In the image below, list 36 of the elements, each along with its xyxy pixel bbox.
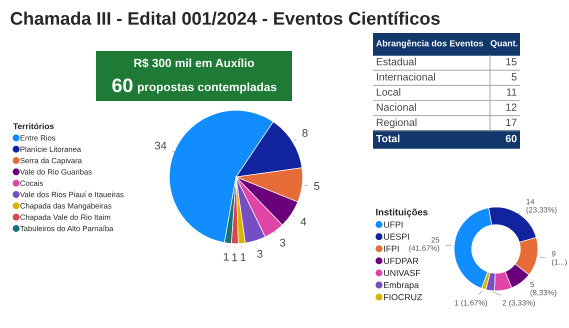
category-label: Local — [376, 88, 400, 96]
data-label: 34 — [154, 142, 166, 150]
legend-title: Instituições — [376, 208, 428, 218]
data-label: 1 — [240, 253, 246, 261]
legend-label: FIOCRUZ — [384, 294, 422, 300]
legend-label: UFDPAR — [384, 258, 418, 264]
legend-label: UFPI — [384, 222, 402, 228]
data-label: 3 — [280, 238, 286, 247]
data-label: 11 — [506, 88, 516, 96]
text: Quant. — [490, 40, 518, 48]
data-label: 8 — [302, 129, 308, 137]
legend-label: UNIVASF — [384, 270, 420, 276]
data-label: 1 — [232, 254, 238, 262]
text: Total — [376, 134, 400, 142]
legend-label: UESPI — [384, 234, 409, 240]
text: Abrangência dos Eventos — [376, 40, 484, 48]
category-label: Internacional — [376, 72, 435, 81]
data-label: 4 — [300, 218, 306, 226]
data-label: 15 — [506, 58, 517, 66]
text: 60 — [506, 134, 517, 142]
text: R$ 300 mil em Auxílio — [134, 58, 254, 68]
data-label: 1 — [224, 252, 229, 261]
category-label: Nacional — [376, 103, 416, 111]
legend-label: IFPI — [384, 246, 399, 252]
text: Chamada III - Edital 001/2024 - Eventos Científicos — [10, 11, 440, 26]
data-label: 3 — [257, 250, 262, 258]
text: propostas contempladas — [138, 82, 276, 94]
legend-label: Embrapa — [384, 282, 419, 290]
data-label: 17 — [506, 118, 516, 126]
data-label: 5 — [512, 73, 517, 81]
text: 60 — [112, 78, 132, 92]
legend-title: Territórios — [13, 122, 54, 130]
data-label: 5 — [314, 182, 320, 190]
category-label: Estadual — [376, 58, 416, 66]
data-label: 12 — [506, 104, 516, 111]
category-label: Regional — [376, 118, 416, 128]
